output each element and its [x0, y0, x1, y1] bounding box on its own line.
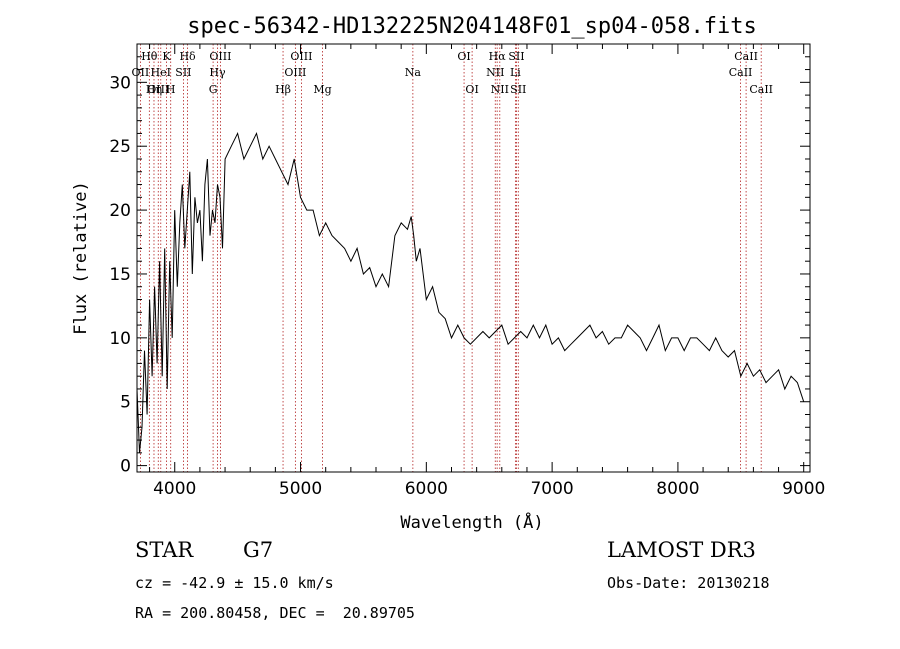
spectral-line-label: OIII: [147, 83, 169, 96]
axis-ticks: 4000 5000 6000 7000 8000 9000 0 5 10 15 20 25 30: [109, 44, 825, 499]
spectral-lines: [139, 44, 762, 472]
spectral-line-label: Hη: [146, 83, 162, 96]
spectral-line-label: OII: [132, 66, 150, 79]
redshift-cz: cz = -42.9 ± 15.0 km/s: [135, 574, 334, 592]
y-axis-label: Flux (relative): [71, 181, 91, 335]
x-tick-label: 9000: [782, 479, 825, 499]
spectral-line-label: SII: [175, 66, 191, 79]
spectral-line-label: OIII: [209, 50, 231, 63]
flux-line: [136, 131, 805, 453]
spectral-line-label: CaII: [734, 50, 758, 63]
spectral-line-label: Hα: [489, 50, 507, 63]
spectral-line-label: SII: [510, 83, 526, 96]
spectral-line-label: Hθ: [141, 50, 158, 63]
spectral-line-label: OIII: [290, 50, 312, 63]
spectral-subclass: G7: [243, 538, 274, 562]
chart-title: spec-56342-HD132225N204148F01_sp04-058.f…: [187, 14, 757, 39]
y-tick-label: 10: [109, 329, 131, 349]
spectral-line-label: K: [162, 50, 171, 63]
spectral-line-label: HeI: [151, 66, 171, 79]
spectral-line-label: CaII: [729, 66, 753, 79]
spectral-line-label: G: [209, 83, 218, 96]
spectral-line-label: Mg: [313, 83, 331, 96]
spectral-line-label: H: [166, 83, 176, 96]
x-tick-label: 6000: [405, 479, 448, 499]
spectral-line-label: Hβ: [275, 83, 291, 96]
spectral-line-label: OI: [457, 50, 470, 63]
object-class: STAR: [135, 538, 194, 562]
plot-frame: [136, 43, 811, 473]
y-tick-label: 25: [109, 137, 131, 157]
x-tick-label: 8000: [656, 479, 699, 499]
spectral-line-label: SII: [508, 50, 524, 63]
y-tick-label: 30: [109, 73, 131, 93]
spectral-line-label: OIII: [284, 66, 306, 79]
spectral-line-label: Li: [510, 66, 521, 79]
coordinates: RA = 200.80458, DEC = 20.89705: [135, 604, 415, 622]
spectral-line-label: Na: [405, 66, 422, 79]
spectral-line-label: CaII: [749, 83, 773, 96]
spectral-line-label: Hγ: [209, 66, 226, 79]
spectral-line-label: Hδ: [179, 50, 196, 63]
survey-name: LAMOST DR3: [607, 538, 756, 562]
spectral-line-label: OI: [465, 83, 478, 96]
y-tick-label: 5: [120, 393, 131, 413]
x-tick-label: 5000: [279, 479, 322, 499]
x-tick-label: 4000: [153, 479, 196, 499]
x-tick-label: 7000: [530, 479, 573, 499]
y-tick-label: 20: [109, 201, 131, 221]
spectral-line-label: NII: [491, 83, 509, 96]
observation-date: Obs-Date: 20130218: [607, 574, 770, 592]
x-axis-label: Wavelength (Å): [400, 511, 543, 533]
spectral-line-label: NII: [486, 66, 504, 79]
y-tick-label: 15: [109, 265, 131, 285]
y-tick-label: 0: [120, 457, 131, 477]
